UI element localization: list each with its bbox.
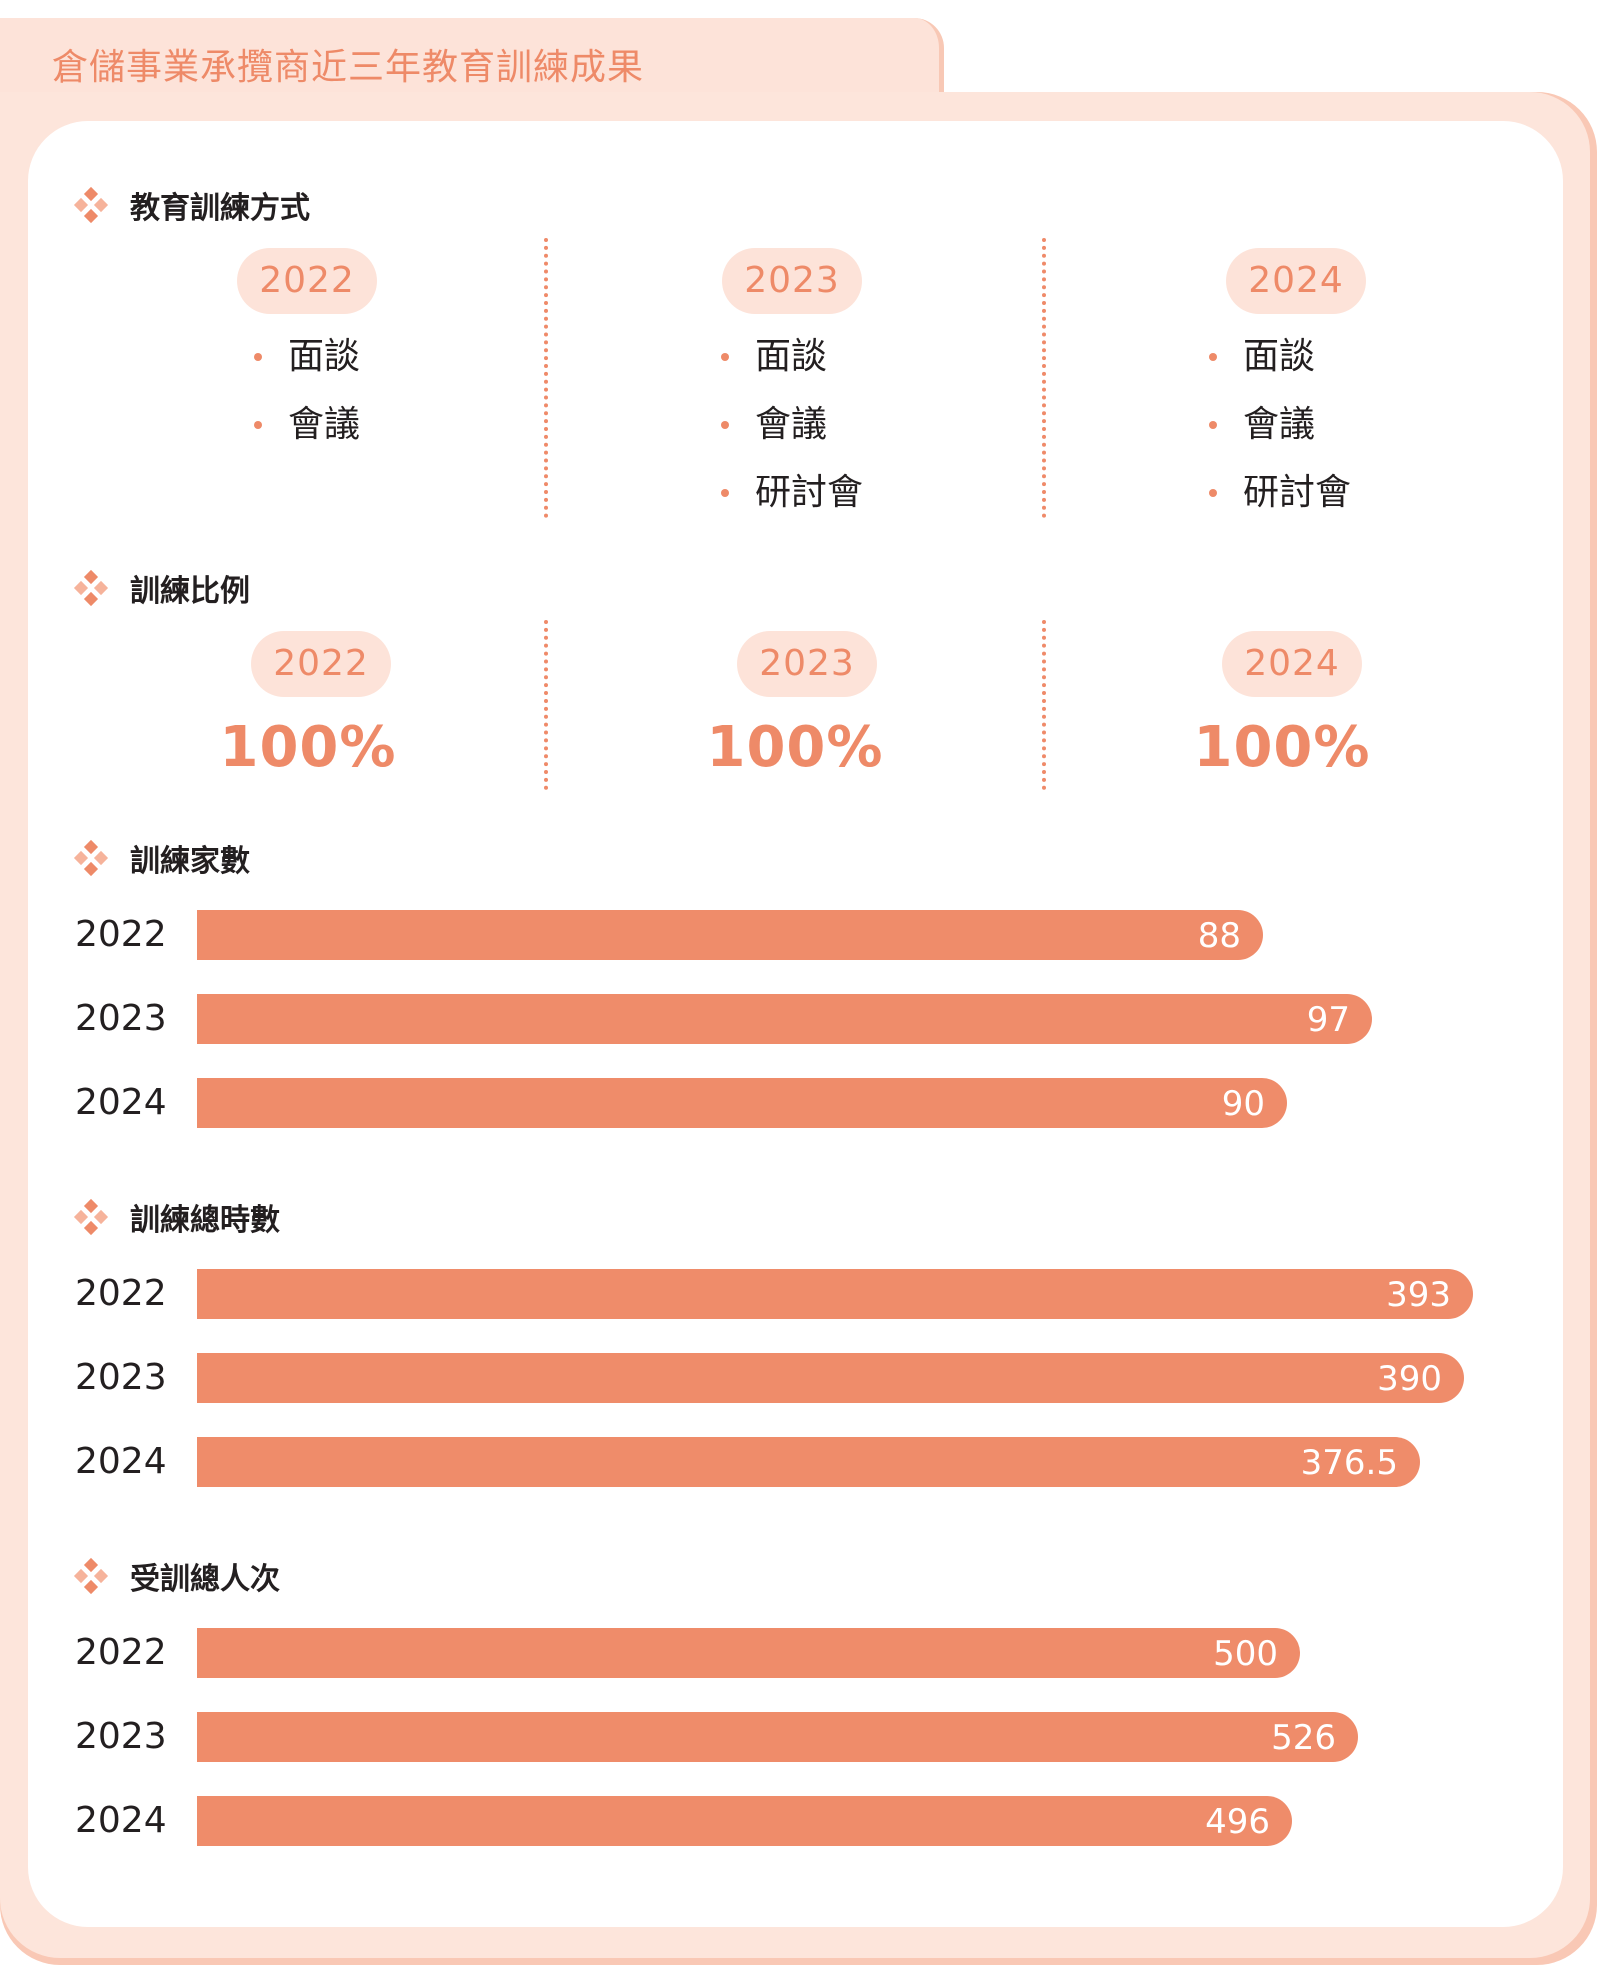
bar-row: 2022 393 — [0, 1269, 1600, 1319]
data-label: 90 — [1221, 1084, 1265, 1124]
category-label: 2023 — [75, 1716, 167, 1757]
ratio-value: 100% — [1193, 715, 1371, 780]
category-label: 2024 — [75, 1082, 167, 1123]
diamond-cluster-icon — [73, 1557, 109, 1595]
diamond-cluster-icon — [73, 186, 109, 224]
bar-row: 2023 526 — [0, 1712, 1600, 1762]
method-list-2024: 面談 會議 研討會 — [1209, 333, 1351, 537]
column-divider — [544, 238, 548, 518]
data-label: 496 — [1205, 1802, 1270, 1842]
data-label: 500 — [1213, 1634, 1278, 1674]
section-companies-header: 訓練家數 — [73, 836, 250, 880]
data-label: 390 — [1377, 1359, 1442, 1399]
bar: 526 — [197, 1712, 1358, 1762]
list-item: 面談 — [1209, 333, 1351, 401]
section-methods-header: 教育訓練方式 — [73, 183, 310, 227]
chart-title: 受訓總人次 — [130, 1562, 280, 1597]
bar: 500 — [197, 1628, 1300, 1678]
category-label: 2024 — [75, 1800, 167, 1841]
data-label: 393 — [1386, 1275, 1451, 1315]
section-methods-title: 教育訓練方式 — [130, 191, 310, 226]
year-pill: 2024 — [1226, 248, 1366, 314]
bar: 376.5 — [197, 1437, 1420, 1487]
bar: 88 — [197, 910, 1263, 960]
ratio-value: 100% — [219, 715, 397, 780]
year-pill: 2022 — [237, 248, 377, 314]
data-label: 88 — [1197, 916, 1241, 956]
section-hours-header: 訓練總時數 — [73, 1195, 280, 1239]
section-ratio-title: 訓練比例 — [130, 574, 250, 609]
bar: 496 — [197, 1796, 1292, 1846]
category-label: 2023 — [75, 998, 167, 1039]
diamond-cluster-icon — [73, 1198, 109, 1236]
data-label: 97 — [1306, 1000, 1350, 1040]
column-divider — [1042, 620, 1046, 790]
bar-row: 2023 390 — [0, 1353, 1600, 1403]
chart-title: 訓練家數 — [130, 844, 250, 879]
category-label: 2022 — [75, 1632, 167, 1673]
year-pill: 2024 — [1222, 631, 1362, 697]
data-label: 526 — [1271, 1718, 1336, 1758]
diamond-cluster-icon — [73, 839, 109, 877]
section-trainees-header: 受訓總人次 — [73, 1554, 280, 1598]
bar: 97 — [197, 994, 1372, 1044]
list-item: 面談 — [721, 333, 863, 401]
list-item: 研討會 — [721, 469, 863, 537]
chart-title: 訓練總時數 — [130, 1203, 280, 1238]
list-item: 面談 — [254, 333, 360, 401]
bar-row: 2024 376.5 — [0, 1437, 1600, 1487]
year-pill: 2023 — [722, 248, 862, 314]
bar-row: 2022 88 — [0, 910, 1600, 960]
category-label: 2022 — [75, 1273, 167, 1314]
bar-row: 2023 97 — [0, 994, 1600, 1044]
column-divider — [1042, 238, 1046, 518]
list-item: 會議 — [1209, 401, 1351, 469]
data-label: 376.5 — [1300, 1443, 1398, 1483]
list-item: 會議 — [721, 401, 863, 469]
category-label: 2022 — [75, 914, 167, 955]
ratio-value: 100% — [706, 715, 884, 780]
list-item: 會議 — [254, 401, 360, 469]
bar-row: 2024 496 — [0, 1796, 1600, 1846]
bar-row: 2022 500 — [0, 1628, 1600, 1678]
bar: 393 — [197, 1269, 1473, 1319]
diamond-cluster-icon — [73, 569, 109, 607]
category-label: 2023 — [75, 1357, 167, 1398]
page-title: 倉儲事業承攬商近三年教育訓練成果 — [52, 47, 645, 88]
year-pill: 2022 — [251, 631, 391, 697]
method-list-2022: 面談 會議 — [254, 333, 360, 469]
bar: 390 — [197, 1353, 1464, 1403]
year-pill: 2023 — [737, 631, 877, 697]
section-ratio-header: 訓練比例 — [73, 566, 250, 610]
bar-row: 2024 90 — [0, 1078, 1600, 1128]
list-item: 研討會 — [1209, 469, 1351, 537]
bar: 90 — [197, 1078, 1287, 1128]
category-label: 2024 — [75, 1441, 167, 1482]
column-divider — [544, 620, 548, 790]
method-list-2023: 面談 會議 研討會 — [721, 333, 863, 537]
